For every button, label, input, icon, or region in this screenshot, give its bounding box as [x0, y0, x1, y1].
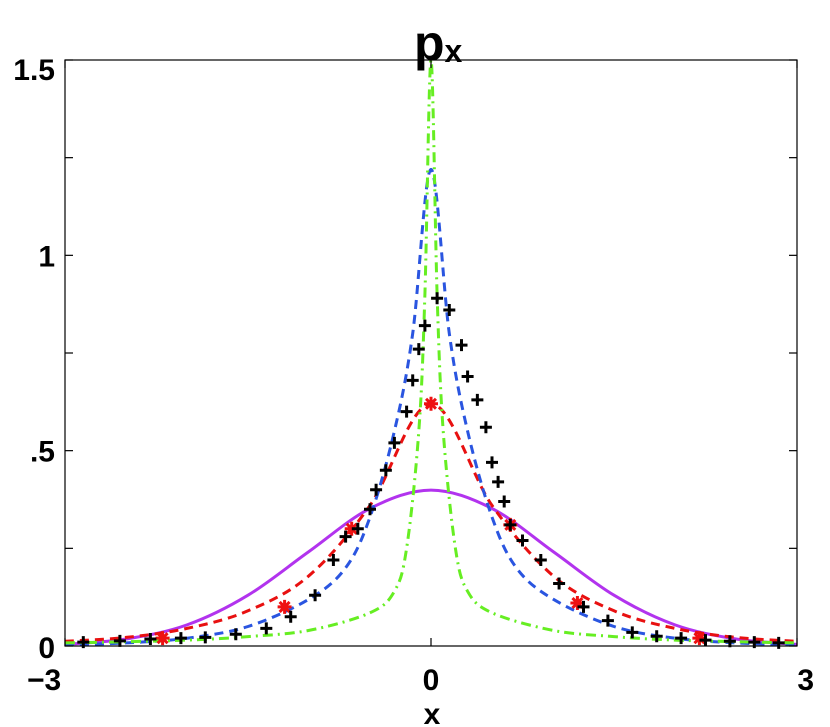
chart-title-subscript: x: [445, 33, 463, 69]
plus-marker: [455, 339, 468, 352]
plus-marker: [370, 483, 383, 496]
plus-marker: [284, 610, 297, 623]
plus-marker: [772, 636, 785, 649]
x-tick-label: −3: [27, 664, 61, 697]
star-marker: [277, 599, 292, 614]
plus-marker: [406, 374, 419, 387]
y-tick-label: 1.5: [13, 54, 55, 87]
plus-marker: [309, 589, 322, 602]
plus-marker: [327, 554, 340, 567]
plus-marker: [431, 292, 444, 305]
star-marker: [692, 631, 707, 646]
plus-marker: [351, 522, 364, 535]
star-marker: [344, 521, 359, 536]
plus-marker: [199, 631, 212, 644]
plus-marker: [471, 393, 484, 406]
chart-title: px: [414, 15, 463, 71]
plus-marker: [379, 464, 392, 477]
plus-marker: [601, 614, 614, 627]
plus-marker: [113, 634, 126, 647]
x-tick-label: 0: [423, 664, 440, 697]
plus-marker: [412, 343, 425, 356]
plus-marker: [364, 503, 376, 516]
plus-marker: [339, 530, 352, 543]
plus-marker: [553, 577, 566, 590]
plus-marker: [388, 436, 401, 449]
plus-marker: [418, 319, 431, 332]
star-marker: [570, 596, 585, 611]
plus-marker: [626, 626, 639, 639]
ticks-layer: −3 0 30.511.5: [13, 54, 814, 697]
plus-marker: [461, 370, 474, 383]
star-marker: [424, 396, 438, 411]
series-line-3: [64, 58, 798, 645]
series-layer: [64, 58, 798, 649]
plus-marker: [229, 628, 242, 641]
plus-marker: [144, 632, 157, 645]
series-line-0: [64, 488, 798, 646]
plus-marker: [504, 518, 517, 531]
plus-marker: [400, 405, 413, 418]
plus-marker: [498, 495, 511, 508]
plus-marker: [650, 630, 663, 643]
plus-marker: [675, 632, 688, 645]
plus-marker: [492, 475, 505, 488]
plus-marker: [479, 421, 492, 434]
y-tick-label: .5: [30, 436, 55, 469]
series-line-2: [64, 167, 798, 647]
x-tick-label: 3: [797, 664, 814, 697]
plus-marker: [723, 635, 736, 648]
plus-marker: [534, 554, 547, 567]
star-marker: [155, 631, 170, 646]
plus-marker: [443, 304, 456, 317]
plus-marker: [577, 600, 590, 613]
x-axis-label: x: [424, 698, 441, 727]
plus-marker: [516, 534, 529, 547]
plus-marker: [486, 456, 498, 469]
y-tick-label: 1: [38, 240, 55, 273]
plus-marker: [174, 632, 187, 645]
chart-title-main: p: [414, 15, 445, 71]
plus-marker: [699, 634, 712, 647]
plus-marker: [260, 622, 273, 635]
y-tick-label: 0: [38, 632, 55, 665]
